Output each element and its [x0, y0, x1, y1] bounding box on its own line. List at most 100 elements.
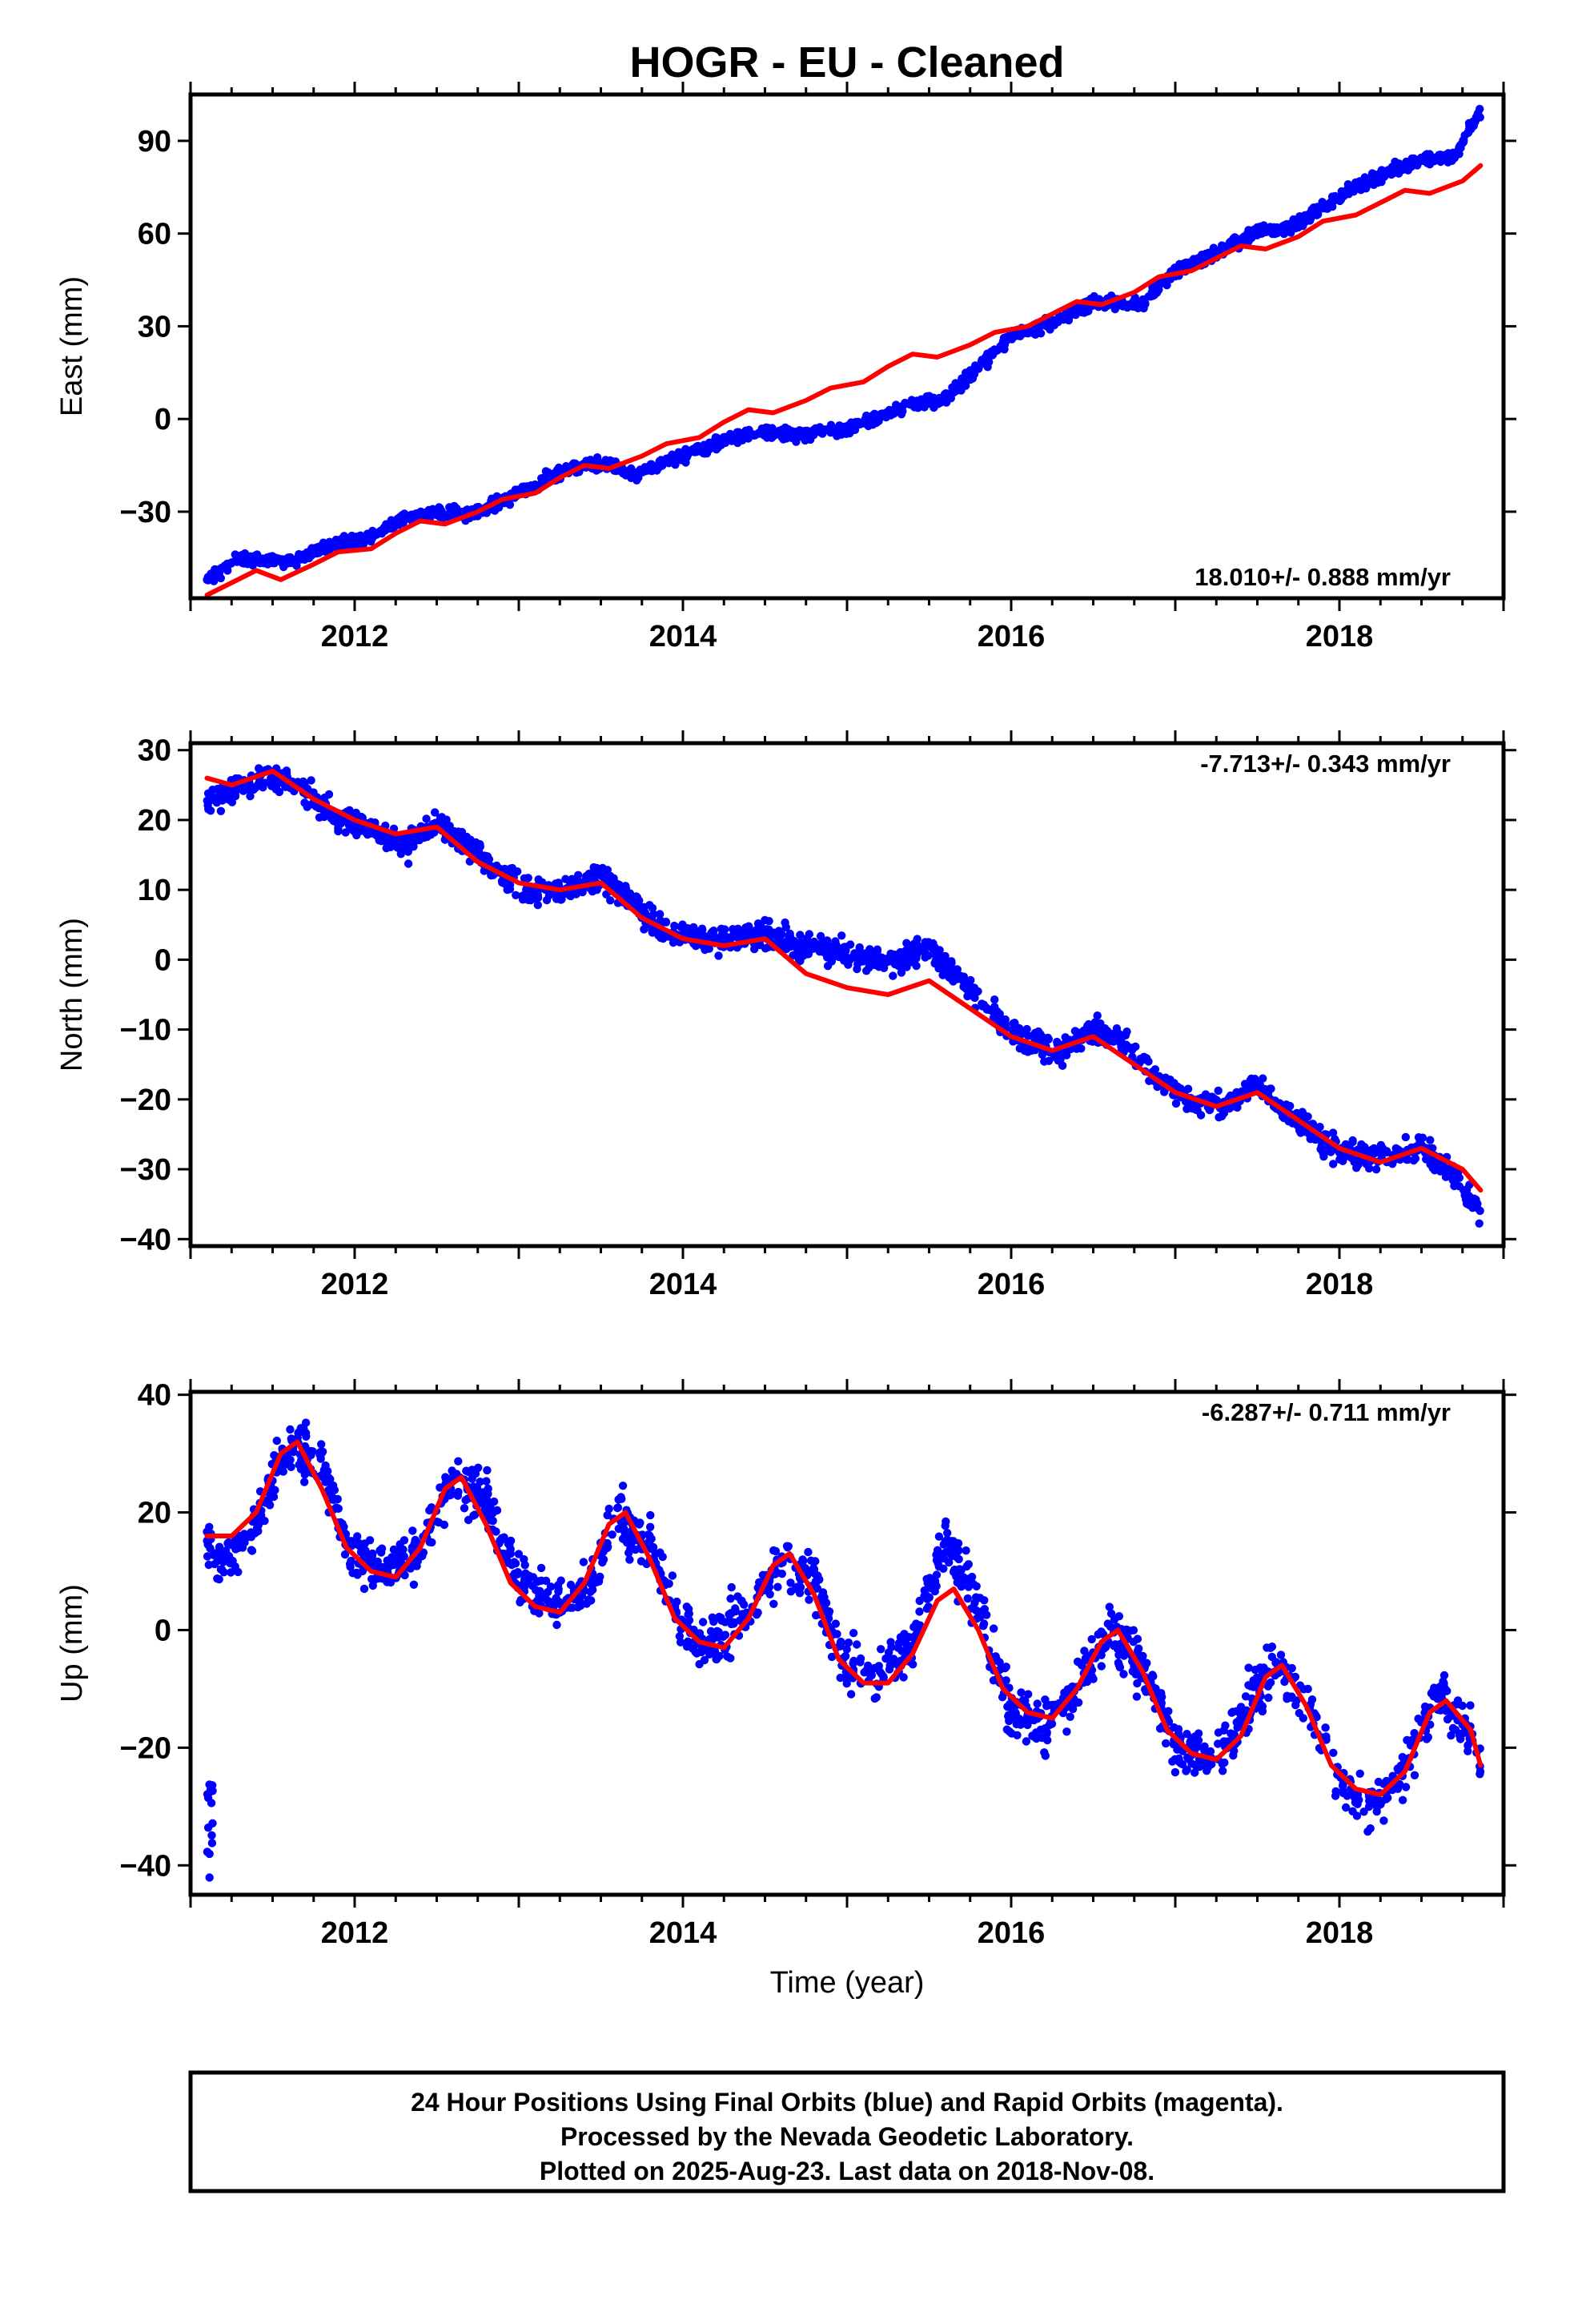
east-point — [948, 387, 957, 396]
north-point — [396, 850, 405, 858]
up-point — [962, 1546, 970, 1555]
east-point — [932, 397, 942, 407]
east-xtick-label: 2014 — [649, 620, 717, 653]
east-ytick-label: 90 — [138, 125, 171, 159]
east-point — [1476, 104, 1484, 114]
north-ytick-label: −30 — [120, 1153, 171, 1187]
north-point — [1260, 1084, 1270, 1094]
up-point — [740, 1600, 749, 1609]
north-point — [420, 833, 428, 842]
north-point — [1196, 1111, 1206, 1120]
up-point — [805, 1595, 813, 1604]
north-point — [257, 779, 266, 788]
east-point — [877, 409, 885, 418]
north-point — [697, 924, 707, 933]
north-point — [315, 813, 324, 822]
north-point — [889, 971, 897, 980]
east-point — [869, 418, 878, 427]
east-xtick-label: 2018 — [1306, 620, 1374, 653]
north-point — [249, 785, 258, 794]
up-point — [1170, 1767, 1180, 1777]
east-point — [320, 547, 330, 556]
east-point — [647, 467, 656, 476]
north-point — [782, 944, 791, 954]
north-point — [360, 826, 370, 834]
east-point — [692, 447, 701, 456]
east-point — [913, 404, 922, 412]
north-point — [670, 921, 679, 931]
up-point — [923, 1578, 932, 1588]
north-point — [404, 859, 413, 868]
up-point — [990, 1624, 998, 1633]
east-point — [435, 503, 444, 512]
east-point — [216, 573, 225, 583]
east-point — [705, 438, 714, 447]
up-point — [1182, 1767, 1191, 1775]
up-point — [1464, 1747, 1472, 1755]
up-point — [1174, 1725, 1183, 1734]
up-point — [227, 1568, 235, 1577]
up-point — [1366, 1824, 1375, 1833]
up-point — [568, 1603, 576, 1612]
north-xtick-label: 2014 — [649, 1268, 717, 1301]
east-xtick-label: 2016 — [978, 620, 1046, 653]
up-point — [409, 1580, 419, 1590]
east-point — [870, 409, 879, 418]
north-point — [1247, 1074, 1256, 1084]
east-point — [1438, 151, 1447, 160]
east-point — [1036, 329, 1046, 338]
east-point — [1469, 117, 1478, 126]
north-point — [1441, 1172, 1451, 1181]
north-ytick-label: 20 — [138, 804, 171, 838]
north-point — [982, 1003, 991, 1012]
up-point — [1066, 1712, 1074, 1721]
up-point — [1341, 1803, 1351, 1812]
north-point — [714, 951, 723, 960]
east-point — [1355, 177, 1364, 186]
north-point — [327, 814, 336, 823]
east-point — [1048, 321, 1058, 330]
north-point — [640, 925, 648, 934]
north-point — [1050, 1052, 1059, 1062]
up-point — [300, 1478, 309, 1486]
north-point — [796, 931, 805, 939]
east-point — [1003, 335, 1012, 344]
up-point — [1379, 1816, 1388, 1825]
east-point — [1226, 237, 1235, 247]
north-point — [533, 893, 543, 903]
north-point — [542, 895, 552, 905]
east-point — [333, 541, 342, 549]
east-point — [675, 455, 684, 464]
north-point — [1073, 1031, 1082, 1041]
north-observations — [203, 764, 1484, 1228]
north-point — [599, 869, 608, 878]
north-point — [1328, 1128, 1338, 1137]
east-point — [1023, 329, 1033, 338]
east-point — [838, 424, 847, 433]
east-point — [777, 429, 785, 438]
up-point — [1263, 1643, 1271, 1652]
east-point — [1455, 143, 1464, 151]
north-point — [1233, 1103, 1242, 1112]
north-point — [1150, 1065, 1160, 1074]
north-point — [1170, 1079, 1178, 1088]
east-point — [326, 539, 335, 549]
north-point — [817, 938, 826, 947]
up-point — [359, 1584, 369, 1594]
north-point — [520, 874, 529, 883]
up-point — [624, 1548, 633, 1558]
north-point — [1415, 1137, 1424, 1147]
east-point — [1262, 227, 1271, 236]
north-point — [853, 964, 861, 974]
north-point — [683, 923, 692, 933]
north-point — [468, 846, 478, 855]
up-point — [979, 1619, 989, 1628]
up-point — [676, 1638, 685, 1647]
north-point — [1244, 1083, 1253, 1092]
north-point — [959, 982, 968, 991]
up-point — [528, 1582, 537, 1590]
east-point — [223, 561, 233, 569]
north-point — [805, 930, 813, 939]
north-point — [944, 963, 953, 972]
